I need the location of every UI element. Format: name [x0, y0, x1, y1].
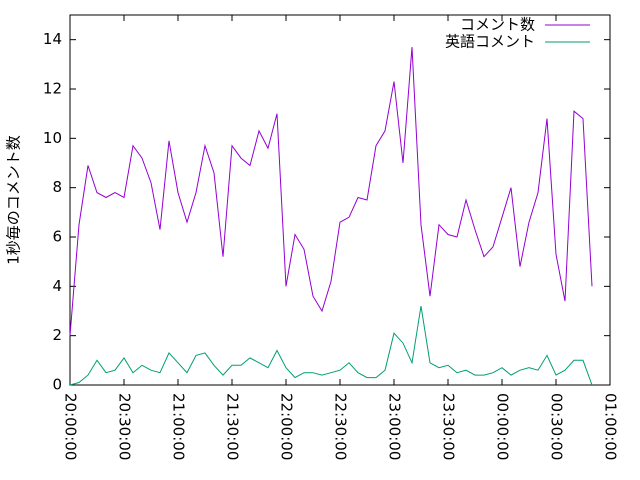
plot-border — [69, 14, 611, 386]
y-tick-label: 4 — [52, 277, 62, 295]
x-tick-label: 23:00:00 — [386, 393, 404, 460]
y-tick-label: 0 — [52, 376, 62, 394]
x-tick-label: 21:00:00 — [170, 393, 188, 460]
y-tick-label: 10 — [43, 129, 62, 147]
series-line — [69, 47, 593, 336]
y-tick-label: 14 — [43, 30, 62, 48]
legend-label: コメント数 — [460, 16, 535, 34]
x-tick-label: 20:00:00 — [62, 393, 80, 460]
y-tick-label: 2 — [52, 326, 62, 344]
x-tick-label: 00:30:00 — [548, 393, 566, 460]
y-axis-label: 1秒毎のコメント数 — [5, 135, 23, 265]
x-tick-label: 22:00:00 — [278, 393, 296, 460]
x-tick-label: 22:30:00 — [332, 393, 350, 460]
x-tick-label: 01:00:00 — [602, 393, 620, 460]
y-tick-label: 6 — [52, 228, 62, 246]
legend-label: 英語コメント — [445, 33, 535, 51]
y-tick-label: 12 — [43, 80, 62, 98]
x-tick-label: 20:30:00 — [116, 393, 134, 460]
x-tick-label: 23:30:00 — [440, 393, 458, 460]
y-tick-label: 8 — [52, 178, 62, 196]
x-tick-label: 00:00:00 — [494, 393, 512, 460]
x-tick-label: 21:30:00 — [224, 393, 242, 460]
series-line — [69, 306, 593, 386]
